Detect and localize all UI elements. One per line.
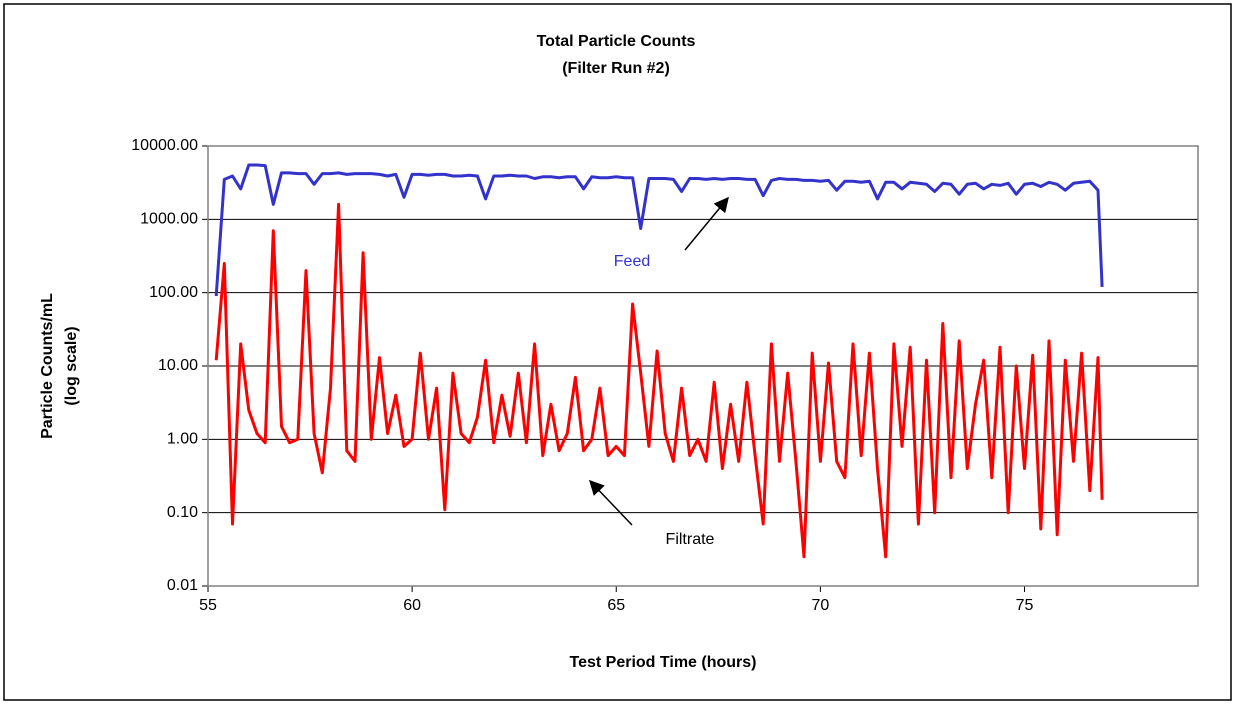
annotation: Feed: [614, 253, 650, 270]
x-axis-label: Test Period Time (hours): [570, 654, 757, 671]
y-tick-label: 1.00: [167, 431, 198, 448]
annotation-arrow: [684, 196, 729, 251]
y-tick-label: 1000.00: [140, 211, 198, 228]
x-tick-label: 75: [1016, 597, 1034, 614]
y-tick-label: 100.00: [149, 284, 198, 301]
chart-title: Total Particle Counts: [537, 33, 696, 50]
chart-border: [3, 3, 1232, 701]
x-tick-label: 60: [403, 597, 421, 614]
x-tick-label: 55: [199, 597, 217, 614]
series-line: [214, 202, 1104, 559]
x-tick-label: 70: [811, 597, 829, 614]
y-tick-label: 0.10: [167, 504, 198, 521]
y-tick-label: 10.00: [158, 357, 198, 374]
y-tick-label: 0.01: [167, 577, 198, 594]
series-line: [214, 163, 1104, 297]
plot-border: [207, 145, 1199, 587]
x-tick-label: 65: [607, 597, 625, 614]
y-axis-label: Particle Counts/mL: [39, 293, 56, 439]
y-tick-label: 10000.00: [131, 137, 198, 154]
annotation-arrow: [588, 479, 633, 526]
chart-subtitle: (Filter Run #2): [562, 60, 670, 77]
y-axis-label: (log scale): [63, 326, 80, 405]
annotation: Filtrate: [666, 531, 715, 548]
